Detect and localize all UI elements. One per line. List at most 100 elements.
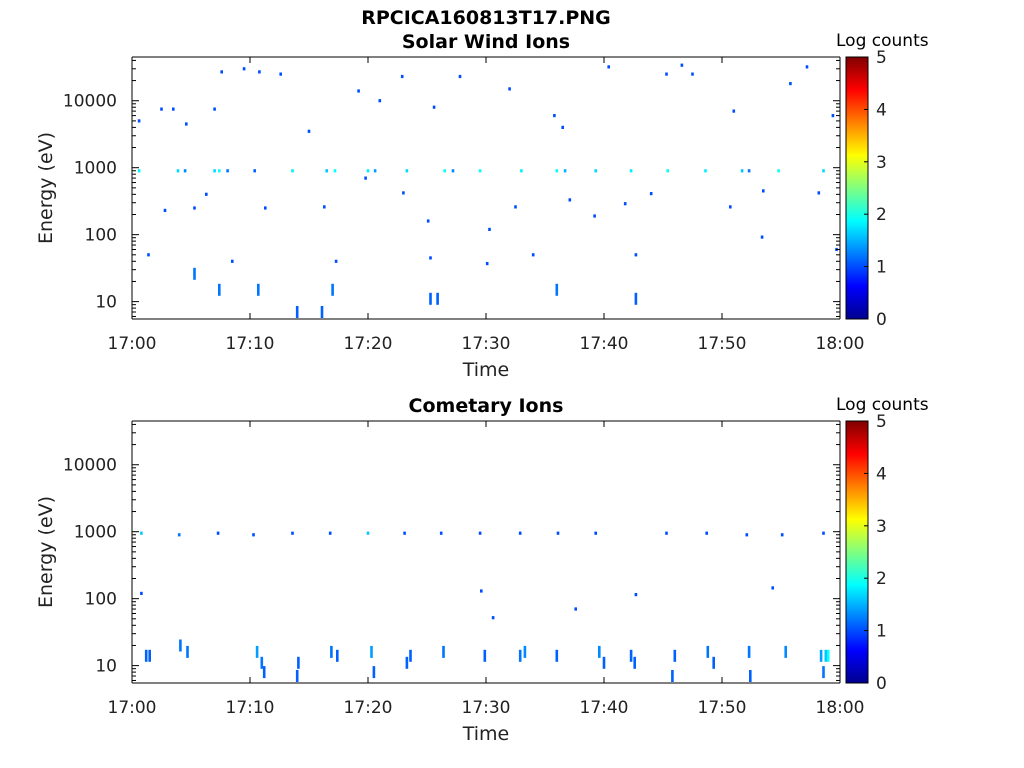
colorbar-tick-label: 2 [876, 205, 887, 225]
heatmap-cell [480, 589, 483, 593]
x-axis-label: Time [462, 359, 510, 381]
heatmap-cell [295, 670, 299, 682]
heatmap-cell [253, 169, 256, 173]
heatmap-cell [749, 670, 752, 682]
colorbar [845, 420, 869, 684]
heatmap-cell [680, 63, 684, 67]
heatmap-cell [491, 616, 495, 620]
heatmap-cell [805, 65, 809, 69]
x-tick-label: 17:00 [108, 334, 157, 354]
heatmap-cell [784, 645, 787, 658]
heatmap-cell [602, 656, 606, 669]
heatmap-cell [213, 107, 216, 111]
y-axis-label: Energy (eV) [35, 496, 57, 608]
colorbar-tick-label: 1 [876, 622, 887, 642]
heatmap-cell [593, 214, 596, 218]
colorbar-label-cometary: Log counts [836, 395, 929, 415]
colorbar-label-solar-wind: Log counts [836, 31, 929, 51]
heatmap-cell [373, 169, 377, 173]
heatmap-cell [176, 169, 180, 173]
heatmap-cell [220, 70, 223, 74]
heatmap-cell [568, 198, 572, 202]
heatmap-cell [747, 169, 751, 173]
heatmap-cell [242, 67, 246, 71]
heatmap-cell [712, 656, 715, 669]
x-tick-label: 18:00 [816, 334, 865, 354]
x-tick-label: 17:40 [580, 334, 629, 354]
colorbar-tick-label: 4 [876, 100, 887, 120]
heatmap-cell [523, 645, 527, 658]
heatmap-cell [563, 169, 567, 173]
heatmap-cell [331, 283, 334, 296]
y-tick-label: 10 [95, 657, 117, 677]
heatmap-cell [140, 591, 143, 595]
heatmap-cell [400, 74, 404, 79]
heatmap-cell [436, 292, 439, 305]
heatmap-cell [824, 649, 828, 662]
heatmap-cell [231, 259, 234, 263]
y-tick-label: 10000 [63, 92, 117, 112]
heatmap-cell [366, 531, 370, 535]
heatmap-cell [378, 99, 382, 103]
heatmap-cell [822, 531, 825, 535]
heatmap-cell [819, 649, 823, 662]
heatmap-cell [451, 169, 455, 173]
heatmap-cell [328, 531, 332, 535]
colorbar-tick-label: 0 [876, 674, 887, 694]
heatmap-cell [629, 649, 633, 662]
plot-background [132, 421, 840, 683]
heatmap-cell [822, 169, 825, 173]
heatmap-cell [705, 531, 708, 535]
heatmap-cell [706, 645, 710, 658]
heatmap-cell [553, 114, 556, 118]
heatmap-cell [336, 649, 339, 662]
x-tick-label: 17:00 [108, 698, 157, 718]
heatmap-cell [822, 666, 825, 679]
heatmap-cell [673, 649, 677, 662]
heatmap-cell [478, 169, 482, 173]
colorbar [845, 56, 869, 320]
x-tick-label: 18:00 [816, 698, 865, 718]
heatmap-cell [629, 169, 633, 173]
heatmap-cell [574, 607, 577, 611]
heatmap-cell [252, 533, 255, 537]
heatmap-cell [555, 649, 559, 662]
heatmap-cell [183, 169, 187, 173]
heatmap-cell [531, 253, 535, 257]
heatmap-cell [297, 656, 300, 669]
heatmap-cell [205, 192, 208, 196]
heatmap-cell [325, 169, 328, 173]
colorbar-tick-label: 0 [876, 310, 887, 330]
heatmap-cell [514, 205, 517, 209]
heatmap-cell [442, 645, 445, 658]
heatmap-cell [826, 649, 830, 662]
x-tick-label: 17:10 [226, 698, 275, 718]
heatmap-cell [291, 531, 294, 535]
heatmap-cell [518, 531, 522, 535]
heatmap-cell [740, 169, 744, 173]
heatmap-cell [607, 65, 610, 69]
heatmap-cell [226, 169, 229, 173]
heatmap-cell [260, 656, 264, 669]
plot-background [132, 57, 840, 319]
heatmap-cell [623, 202, 627, 206]
heatmap-cell [262, 666, 266, 679]
heatmap-cell [458, 74, 462, 79]
panel-title-cometary: Cometary Ions [408, 395, 564, 417]
heatmap-cell [193, 267, 196, 280]
heatmap-cell [483, 649, 487, 662]
x-tick-label: 17:30 [462, 698, 511, 718]
heatmap-cell [295, 306, 299, 318]
heatmap-cell [137, 119, 141, 123]
heatmap-cell [402, 191, 405, 195]
heatmap-cell [745, 533, 749, 537]
heatmap-cell [264, 206, 267, 210]
heatmap-cell [780, 533, 784, 537]
heatmap-cells [137, 63, 838, 318]
heatmap-cell [186, 645, 189, 658]
heatmap-cell [518, 649, 522, 662]
heatmap-cell [594, 169, 597, 173]
